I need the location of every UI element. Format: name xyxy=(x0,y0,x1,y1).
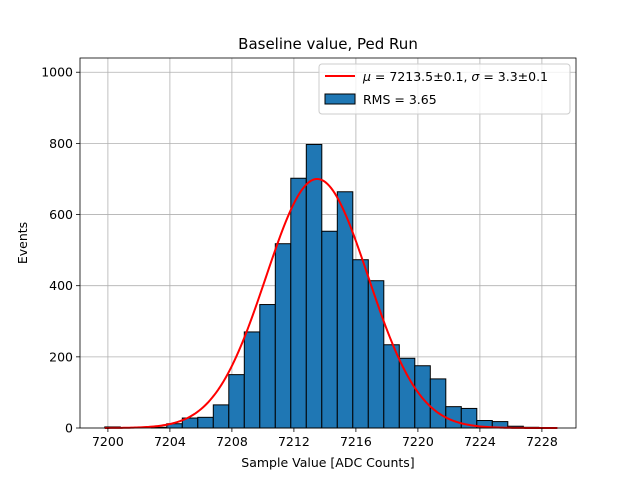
histogram-bar xyxy=(259,304,276,429)
y-axis-label: Events xyxy=(15,222,30,264)
y-tick-label: 600 xyxy=(49,207,73,222)
legend-histogram-swatch xyxy=(324,93,356,105)
histogram-bar xyxy=(290,177,307,429)
chart-title: Baseline value, Ped Run xyxy=(238,35,418,53)
x-tick-label: 7212 xyxy=(278,434,310,449)
x-tick-label: 7216 xyxy=(340,434,372,449)
x-tick-label: 7228 xyxy=(526,434,558,449)
histogram-bar xyxy=(321,230,338,429)
x-tick-label: 7224 xyxy=(464,434,496,449)
y-tick-label: 400 xyxy=(49,278,73,293)
legend-frame xyxy=(318,63,571,115)
histogram-bar xyxy=(367,280,385,429)
x-tick-label: 7208 xyxy=(216,434,248,449)
legend-fit-label: μ = 7213.5±0.1, σ = 3.3±0.1 xyxy=(362,69,548,84)
plot-frame xyxy=(79,57,577,429)
legend-mu-symbol: μ xyxy=(362,69,371,84)
x-tick-label: 7204 xyxy=(154,434,186,449)
histogram-bar xyxy=(429,378,447,429)
y-tick-label: 200 xyxy=(49,349,73,364)
histogram-bar xyxy=(383,344,400,429)
legend-histogram-label: RMS = 3.65 xyxy=(363,92,437,107)
x-axis: 7200 7204 7208 7212 7216 7220 7224 7228 xyxy=(92,428,558,449)
legend-sigma-symbol: σ xyxy=(471,69,480,84)
gaussian-fit-line xyxy=(104,177,558,429)
histogram-bar xyxy=(305,143,323,429)
histogram-bar xyxy=(197,416,214,429)
histogram-bar xyxy=(212,404,230,429)
histogram-bar xyxy=(398,357,416,429)
y-tick-label: 1000 xyxy=(41,65,73,80)
histogram-bar xyxy=(352,259,369,429)
legend-mu-value: = 7213.5±0.1, xyxy=(371,69,471,84)
histogram-bar xyxy=(243,331,261,429)
histogram-bars xyxy=(104,143,540,429)
y-tick-label: 800 xyxy=(49,136,73,151)
y-tick-label: 0 xyxy=(65,421,73,436)
y-axis: 0 200 400 600 800 1000 xyxy=(41,65,80,436)
legend: μ = 7213.5±0.1, σ = 3.3±0.1 RMS = 3.65 xyxy=(318,63,571,115)
x-tick-label: 7200 xyxy=(92,434,124,449)
legend-sigma-value: = 3.3±0.1 xyxy=(479,69,548,84)
x-tick-label: 7220 xyxy=(402,434,434,449)
histogram-bar xyxy=(445,406,462,429)
histogram-bar xyxy=(228,374,245,429)
x-axis-label: Sample Value [ADC Counts] xyxy=(241,455,414,470)
histogram-bar xyxy=(274,243,292,429)
